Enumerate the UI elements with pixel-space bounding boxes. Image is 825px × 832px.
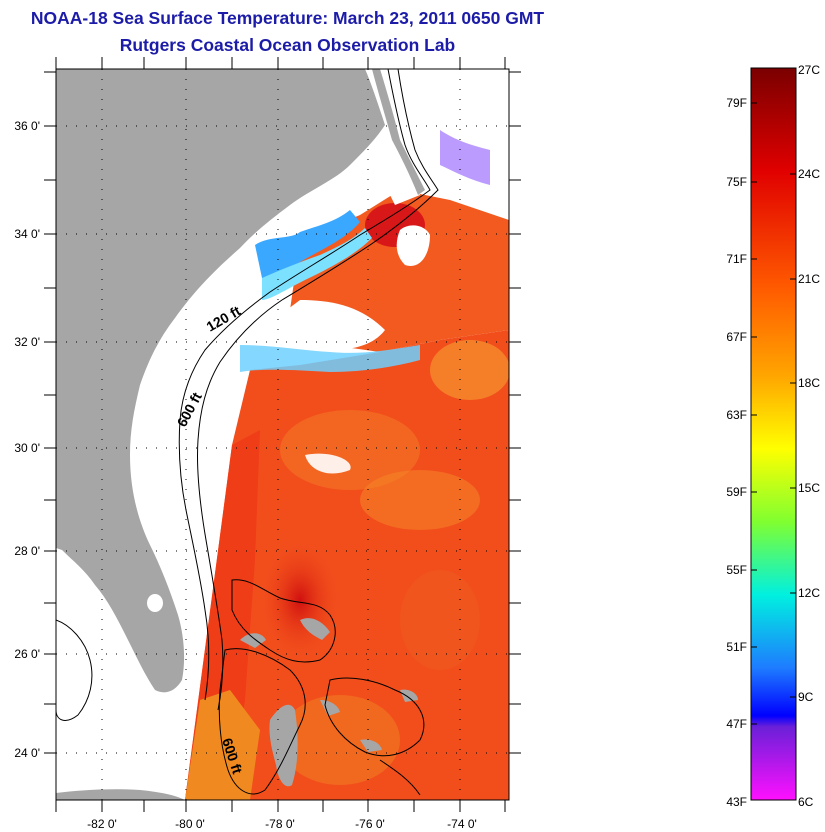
colorbar-c-label-27: 27C (798, 63, 820, 77)
colorbar-f-label-71: 71F (726, 252, 747, 266)
lat-label-24: 24 0' (14, 746, 40, 760)
colorbar-c-label-15: 15C (798, 481, 820, 495)
map-frame (55, 68, 510, 801)
lat-label-36: 36 0' (14, 119, 40, 133)
colorbar-c-label-24: 24C (798, 167, 820, 181)
sst-swath (185, 190, 509, 800)
outer-banks (372, 69, 425, 195)
colorbar-c-label-6: 6C (798, 795, 814, 809)
lon-label-82: -82 0' (87, 817, 117, 831)
lat-label-34: 34 0' (14, 227, 40, 241)
colorbar-f-label-59: 59F (726, 485, 747, 499)
bathymetry-contours (56, 69, 439, 796)
map-ticks (44, 57, 521, 812)
colorbar-f-label-67: 67F (726, 330, 747, 344)
lat-label-28: 28 0' (14, 544, 40, 558)
colorbar-f-label-63: 63F (726, 408, 747, 422)
colorbar-c-label-9: 9C (798, 690, 814, 704)
lat-label-26: 26 0' (14, 647, 40, 661)
colorbar-c-label-21: 21C (798, 272, 820, 286)
map-title: NOAA-18 Sea Surface Temperature: March 2… (30, 8, 545, 28)
colorbar-f-label-43: 43F (726, 795, 747, 809)
temperature-colorbar: 79F 75F 71F 67F 63F 59F 55F 51F 47F 43F … (726, 63, 820, 809)
map-panel: 120 ft 600 ft 600 ft (56, 69, 509, 800)
colorbar-gradient (750, 67, 797, 801)
cloud-mask (279, 173, 430, 474)
map-subtitle: Rutgers Coastal Ocean Observation Lab (119, 35, 456, 55)
colorbar-f-label-47: 47F (726, 717, 747, 731)
colorbar-f-label-79: 79F (726, 96, 747, 110)
cool-coastal-water (240, 130, 490, 372)
lon-label-78: -78 0' (265, 817, 295, 831)
colorbar-c-label-18: 18C (798, 376, 820, 390)
colorbar-f-label-55: 55F (726, 563, 747, 577)
lat-label-30: 30 0' (14, 441, 40, 455)
cuba (56, 789, 185, 800)
colorbar-f-label-51: 51F (726, 640, 747, 654)
lat-label-32: 32 0' (14, 335, 40, 349)
lon-label-80: -80 0' (175, 817, 205, 831)
bahamas-islands (240, 618, 418, 787)
lon-label-76: -76 0' (355, 817, 385, 831)
florida-and-southeast-us (56, 69, 385, 693)
lake-okeechobee (147, 594, 163, 612)
colorbar-c-label-12: 12C (798, 586, 820, 600)
colorbar-f-label-75: 75F (726, 175, 747, 189)
lon-label-74: -74 0' (447, 817, 477, 831)
